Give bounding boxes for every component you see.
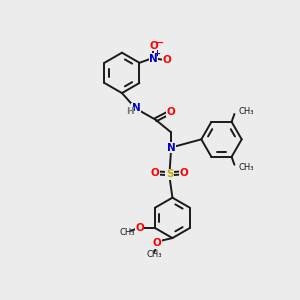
Text: N: N [167, 143, 176, 153]
Text: N: N [132, 103, 140, 113]
Text: O: O [151, 168, 159, 178]
Text: O: O [135, 223, 144, 233]
Text: O: O [180, 168, 189, 178]
Text: CH₃: CH₃ [238, 107, 254, 116]
Text: S: S [166, 169, 173, 179]
Text: O: O [167, 107, 176, 117]
Text: O: O [153, 238, 161, 248]
Text: CH₃: CH₃ [146, 250, 162, 260]
Text: H: H [126, 107, 134, 116]
Text: O: O [163, 55, 171, 65]
Text: O: O [149, 41, 158, 51]
Text: +: + [153, 49, 160, 58]
Text: CH₃: CH₃ [120, 228, 136, 237]
Text: N: N [149, 54, 158, 64]
Text: CH₃: CH₃ [238, 163, 254, 172]
Text: −: − [154, 38, 164, 48]
